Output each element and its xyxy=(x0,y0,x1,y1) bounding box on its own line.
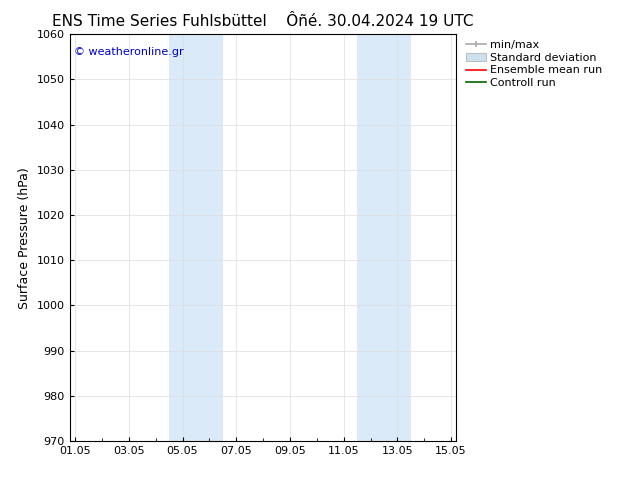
Bar xyxy=(169,34,223,441)
Legend: min/max, Standard deviation, Ensemble mean run, Controll run: min/max, Standard deviation, Ensemble me… xyxy=(466,40,602,88)
Bar xyxy=(357,34,411,441)
Title: ENS Time Series Fuhlsbüttel    Ôñé. 30.04.2024 19 UTC: ENS Time Series Fuhlsbüttel Ôñé. 30.04.2… xyxy=(53,14,474,29)
Text: © weatheronline.gr: © weatheronline.gr xyxy=(74,47,183,56)
Y-axis label: Surface Pressure (hPa): Surface Pressure (hPa) xyxy=(18,167,31,309)
